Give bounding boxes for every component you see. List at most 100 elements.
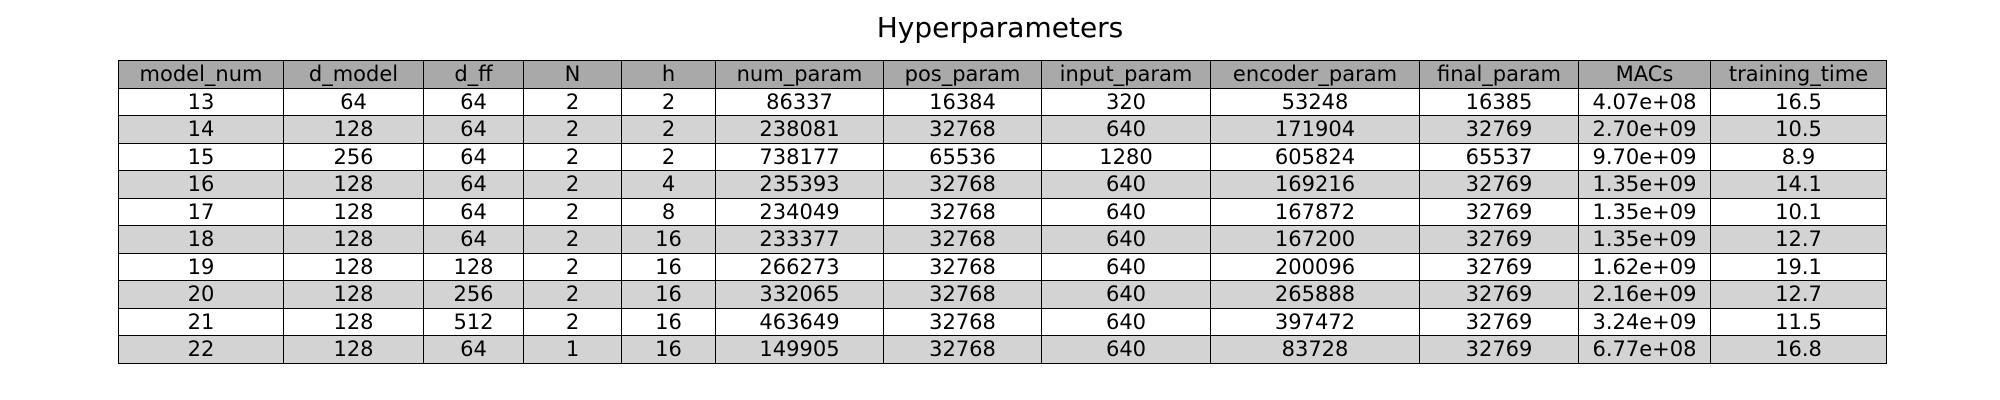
table-cell-training-time: 14.1: [1710, 170, 1887, 199]
table-cell-d-model: 128: [283, 225, 424, 254]
table-cell-h: 2: [621, 87, 716, 116]
table-cell-input-param: 640: [1041, 252, 1211, 281]
table-cell-d-model: 128: [283, 280, 424, 309]
table-cell-training-time: 10.1: [1710, 197, 1887, 226]
table-cell-d-model: 128: [283, 252, 424, 281]
table-title: Hyperparameters: [876, 11, 1124, 44]
table-cell-h: 8: [621, 197, 716, 226]
table-cell-pos-param: 32768: [883, 225, 1042, 254]
column-header-encoder-param: encoder_param: [1210, 60, 1420, 89]
table-cell-N: 2: [523, 225, 622, 254]
table-row: 20 128 256 2 16 332065 32768 640 265888 32769 2.16…: [118, 280, 1887, 309]
table-cell-model-num: 19: [118, 252, 284, 281]
table-cell-final-param: 32769: [1419, 115, 1579, 144]
table-cell-pos-param: 65536: [883, 142, 1042, 171]
column-header-N: N: [523, 60, 622, 89]
table-cell-h: 2: [621, 115, 716, 144]
table-cell-final-param: 32769: [1419, 252, 1579, 281]
table-cell-final-param: 32769: [1419, 170, 1579, 199]
table-cell-pos-param: 32768: [883, 197, 1042, 226]
table-cell-N: 2: [523, 197, 622, 226]
table-cell-model-num: 22: [118, 335, 284, 364]
table-row: 21 128 512 2 16 463649 32768 640 397472 32769 3.24…: [118, 307, 1887, 336]
table-cell-encoder-param: 167872: [1210, 197, 1420, 226]
table-row: 13 64 64 2 2 86337 16384 320 53248 16385 4.07e+08 1…: [118, 87, 1887, 116]
table-cell-num-param: 266273: [715, 252, 884, 281]
table-cell-h: 16: [621, 252, 716, 281]
table-row: 19 128 128 2 16 266273 32768 640 200096 32769 1.62…: [118, 252, 1887, 281]
table-cell-d-model: 256: [283, 142, 424, 171]
table-cell-d-model: 128: [283, 197, 424, 226]
table-cell-MACs: 2.70e+09: [1578, 115, 1711, 144]
table-cell-h: 16: [621, 225, 716, 254]
table-cell-h: 4: [621, 170, 716, 199]
table-cell-pos-param: 32768: [883, 335, 1042, 364]
table-row: 17 128 64 2 8 234049 32768 640 167872 32769 1.35e+…: [118, 197, 1887, 226]
table-cell-encoder-param: 171904: [1210, 115, 1420, 144]
table-cell-d-model: 128: [283, 335, 424, 364]
table-cell-h: 16: [621, 280, 716, 309]
table-cell-model-num: 18: [118, 225, 284, 254]
table-cell-encoder-param: 200096: [1210, 252, 1420, 281]
table-cell-h: 16: [621, 335, 716, 364]
table-cell-MACs: 6.77e+08: [1578, 335, 1711, 364]
column-header-pos-param: pos_param: [883, 60, 1042, 89]
table-cell-training-time: 16.5: [1710, 87, 1887, 116]
table-cell-N: 2: [523, 280, 622, 309]
table-cell-N: 2: [523, 307, 622, 336]
table-cell-d-ff: 64: [423, 115, 524, 144]
table-cell-final-param: 32769: [1419, 307, 1579, 336]
table-cell-pos-param: 16384: [883, 87, 1042, 116]
table-cell-encoder-param: 397472: [1210, 307, 1420, 336]
table-cell-input-param: 1280: [1041, 142, 1211, 171]
table-cell-N: 1: [523, 335, 622, 364]
table-cell-d-ff: 64: [423, 170, 524, 199]
table-row: 18 128 64 2 16 233377 32768 640 167200 32769 1.35e…: [118, 225, 1887, 254]
table-cell-input-param: 640: [1041, 115, 1211, 144]
table-cell-training-time: 19.1: [1710, 252, 1887, 281]
table-cell-encoder-param: 605824: [1210, 142, 1420, 171]
table-row: 14 128 64 2 2 238081 32768 640 171904 32769 2.70e+…: [118, 115, 1887, 144]
table-cell-training-time: 8.9: [1710, 142, 1887, 171]
table-cell-d-ff: 256: [423, 280, 524, 309]
table-cell-num-param: 238081: [715, 115, 884, 144]
table-cell-num-param: 233377: [715, 225, 884, 254]
table-cell-final-param: 65537: [1419, 142, 1579, 171]
column-header-training-time: training_time: [1710, 60, 1887, 89]
table-cell-model-num: 14: [118, 115, 284, 144]
table-cell-MACs: 2.16e+09: [1578, 280, 1711, 309]
column-header-MACs: MACs: [1578, 60, 1711, 89]
table-cell-num-param: 234049: [715, 197, 884, 226]
table-cell-num-param: 86337: [715, 87, 884, 116]
table-cell-model-num: 13: [118, 87, 284, 116]
table-cell-training-time: 12.7: [1710, 280, 1887, 309]
table-cell-final-param: 32769: [1419, 225, 1579, 254]
table-cell-pos-param: 32768: [883, 307, 1042, 336]
table-cell-model-num: 17: [118, 197, 284, 226]
table-cell-final-param: 32769: [1419, 335, 1579, 364]
table-cell-d-model: 128: [283, 170, 424, 199]
table-cell-d-model: 128: [283, 115, 424, 144]
table-cell-training-time: 11.5: [1710, 307, 1887, 336]
table-cell-h: 2: [621, 142, 716, 171]
table-cell-d-ff: 64: [423, 142, 524, 171]
table-cell-num-param: 738177: [715, 142, 884, 171]
column-header-h: h: [621, 60, 716, 89]
table-row: 16 128 64 2 4 235393 32768 640 169216 32769 1.35e+…: [118, 170, 1887, 199]
table-cell-MACs: 1.35e+09: [1578, 197, 1711, 226]
table-cell-N: 2: [523, 87, 622, 116]
table-cell-MACs: 9.70e+09: [1578, 142, 1711, 171]
table-cell-input-param: 640: [1041, 225, 1211, 254]
table-body: 13 64 64 2 2 86337 16384 320 53248 16385 4.07e+08 1…: [118, 87, 1887, 364]
table-cell-h: 16: [621, 307, 716, 336]
table-cell-model-num: 16: [118, 170, 284, 199]
table-cell-num-param: 235393: [715, 170, 884, 199]
table-cell-final-param: 32769: [1419, 280, 1579, 309]
table-cell-MACs: 1.35e+09: [1578, 170, 1711, 199]
table-cell-d-ff: 128: [423, 252, 524, 281]
table-cell-input-param: 640: [1041, 197, 1211, 226]
table-cell-d-ff: 512: [423, 307, 524, 336]
table-cell-d-ff: 64: [423, 335, 524, 364]
